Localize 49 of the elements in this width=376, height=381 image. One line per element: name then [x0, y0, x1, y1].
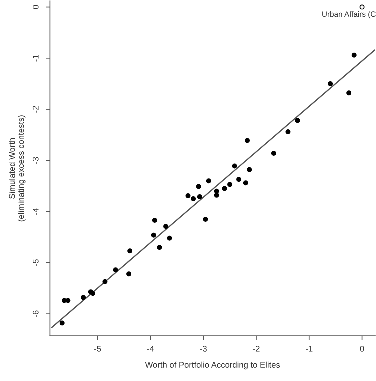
point: [232, 164, 238, 169]
point: [295, 118, 300, 124]
point: [243, 180, 248, 186]
point: [196, 184, 202, 190]
point: [245, 138, 250, 144]
point: [247, 167, 252, 172]
point: [128, 248, 133, 254]
point: [90, 291, 96, 296]
point: [214, 192, 220, 198]
y-tick-label: 0: [32, 5, 39, 10]
x-axis-title: Worth of Portfolio According to Elites: [145, 362, 280, 370]
point: [236, 177, 242, 182]
y-tick-label: -6: [32, 310, 39, 318]
point: [152, 218, 158, 223]
point: [191, 196, 196, 202]
point: [228, 182, 233, 188]
point: [328, 81, 334, 86]
point: [164, 224, 169, 230]
x-tick-label: -5: [94, 346, 102, 352]
x-tick-label: -2: [253, 346, 260, 352]
point: [197, 194, 202, 200]
point: [222, 186, 228, 192]
y-tick-label: -4: [33, 208, 39, 216]
point: [203, 216, 208, 222]
point: [126, 272, 132, 277]
x-tick-label: -3: [200, 346, 207, 352]
point: [167, 236, 172, 241]
point: [360, 4, 365, 10]
y-tick-label: -2: [32, 106, 39, 113]
x-tick-label: 0: [360, 346, 364, 352]
y-tick-label: -1: [33, 55, 39, 62]
y-tick-label: -3: [32, 157, 39, 164]
x-tick-label: -4: [147, 346, 154, 352]
point: [352, 52, 357, 58]
point: [151, 232, 156, 238]
y-axis-title: Simulated Worth (eliminating excess contests): [9, 116, 26, 222]
point: [206, 178, 212, 184]
point: [271, 151, 276, 156]
point: [81, 295, 86, 300]
y-tick-label: -5: [33, 260, 39, 266]
point: [113, 268, 118, 273]
point: [66, 298, 71, 304]
point: [286, 130, 291, 135]
point: [157, 245, 162, 250]
point: [186, 193, 191, 198]
point: [102, 279, 108, 284]
point: [346, 90, 352, 96]
x-tick-label: -1: [306, 346, 313, 352]
point: [60, 320, 65, 326]
